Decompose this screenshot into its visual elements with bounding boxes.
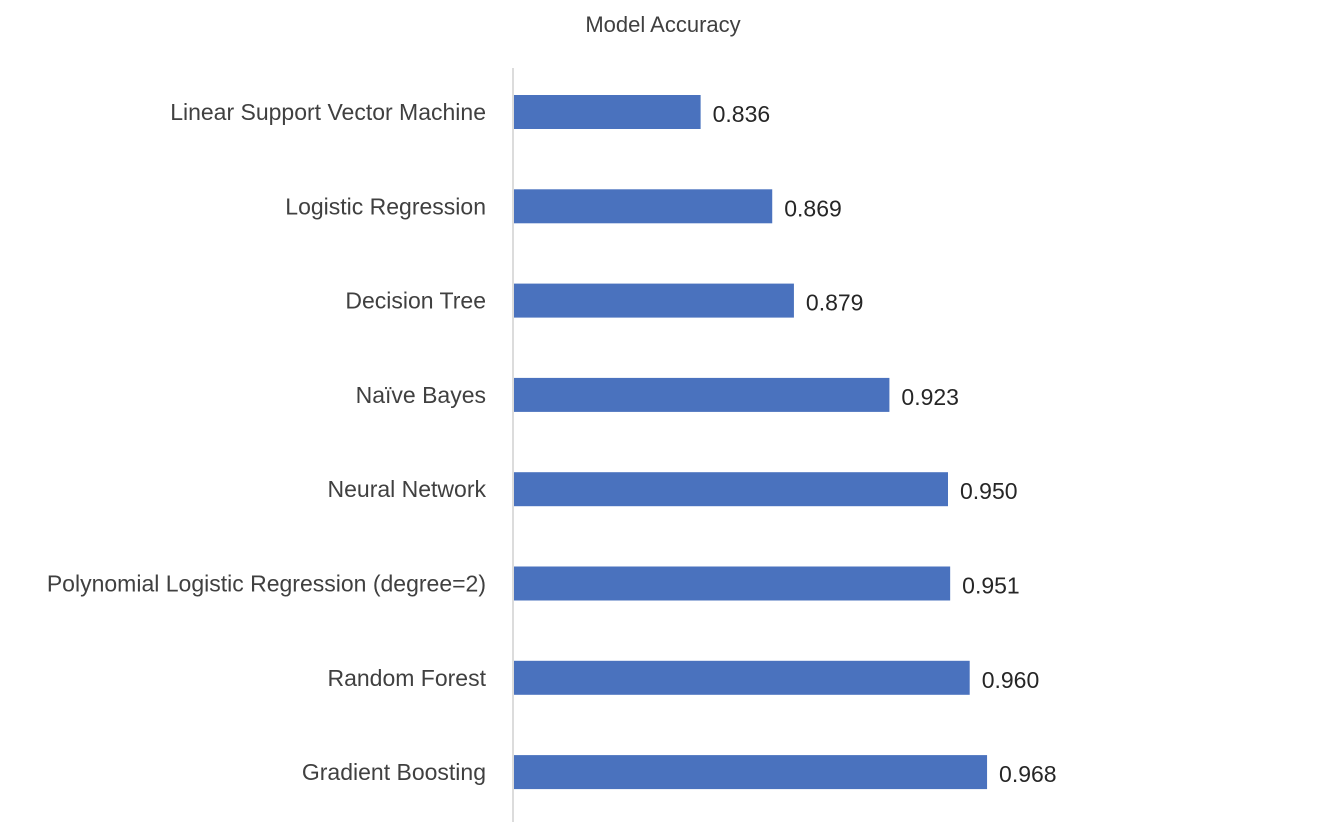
data-label-7: 0.960 — [982, 667, 1040, 693]
category-label-2: Logistic Regression — [285, 193, 486, 219]
bar-6 — [514, 566, 951, 601]
bar-3 — [514, 283, 794, 318]
category-label-3: Decision Tree — [345, 288, 486, 314]
data-label-5: 0.950 — [960, 478, 1018, 504]
bars-group — [514, 95, 988, 790]
data-label-1: 0.836 — [713, 101, 771, 127]
category-label-4: Naïve Bayes — [356, 382, 486, 408]
category-label-6: Polynomial Logistic Regression (degree=2… — [47, 571, 486, 597]
data-label-2: 0.869 — [784, 195, 842, 221]
bar-7 — [514, 660, 970, 695]
bar-1 — [514, 95, 701, 129]
chart-title: Model Accuracy — [585, 12, 740, 37]
category-label-8: Gradient Boosting — [302, 759, 486, 785]
data-label-3: 0.879 — [806, 290, 864, 316]
category-label-1: Linear Support Vector Machine — [170, 99, 486, 125]
bar-4 — [514, 377, 890, 412]
category-label-5: Neural Network — [328, 476, 487, 502]
data-label-6: 0.951 — [962, 573, 1020, 599]
data-label-8: 0.968 — [999, 761, 1057, 787]
bar-5 — [514, 472, 948, 507]
category-labels-group: Linear Support Vector Machine Logistic Re… — [47, 99, 487, 785]
bar-8 — [514, 755, 988, 790]
data-label-4: 0.923 — [901, 384, 959, 410]
category-label-7: Random Forest — [327, 665, 486, 691]
bar-2 — [514, 189, 773, 224]
data-labels-group: 0.836 0.869 0.879 0.923 0.950 0.951 0.960 0.968 — [713, 101, 1057, 787]
